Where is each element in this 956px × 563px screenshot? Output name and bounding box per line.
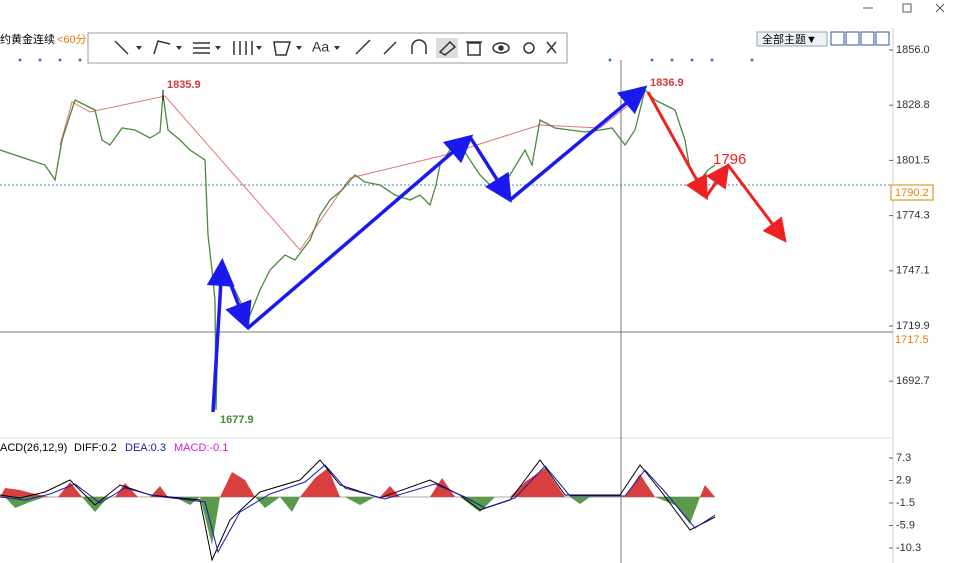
price-tick: 1719.9: [896, 320, 930, 332]
toolbar-icons[interactable]: [114, 38, 557, 58]
dropdown-arrows: [136, 46, 340, 50]
macd-tick: -5.9: [896, 519, 915, 531]
high-left: 1835.9: [167, 79, 201, 91]
macd-label: ACD(26,12,9): [0, 442, 67, 454]
price-path-up: [59, 91, 646, 251]
macd-dea: DEA:0.3: [125, 442, 166, 454]
current-price: 1790.2: [895, 187, 929, 199]
theme-button[interactable]: [756, 31, 828, 47]
window-controls[interactable]: [863, 3, 945, 13]
macd-value: MACD:-0.1: [174, 442, 228, 454]
high-right: 1836.9: [650, 77, 684, 89]
crosshair-price: 1717.5: [895, 334, 929, 346]
price-path: [0, 88, 716, 411]
macd-diff: DIFF:0.2: [74, 442, 117, 454]
price-tick: 1828.8: [896, 99, 930, 111]
macd-diff-line: [0, 459, 716, 562]
price-tick: 1801.5: [896, 154, 930, 166]
low: 1677.9: [220, 414, 254, 426]
blue-arrows: [206, 85, 648, 413]
price-tick: 1692.7: [896, 375, 930, 387]
macd-tick: 7.3: [896, 452, 911, 464]
red-arrows: [646, 91, 787, 243]
theme-label: 全部主题▼: [762, 32, 817, 46]
price-tick: 1747.1: [896, 265, 930, 277]
toolbar: [87, 32, 568, 64]
macd-tick: -1.5: [896, 497, 915, 509]
price-tick: 1856.0: [896, 44, 930, 56]
price-tick: 1774.3: [896, 210, 930, 222]
macd-ticks: 7.3 2.9 -1.5 -5.9 -10.3: [889, 452, 921, 554]
layout-buttons[interactable]: [830, 31, 890, 46]
dots: [18, 58, 754, 62]
price-ticks: 1856.0 1828.8 1801.5 1774.3 1747.1 1719.9 1692…: [889, 44, 930, 387]
macd-dea-line: [0, 464, 716, 554]
period: <60分: [57, 33, 87, 46]
target-label: 1796: [713, 151, 746, 168]
current-price-box: [890, 184, 934, 201]
symbol-title: 约黄金连续: [0, 32, 55, 46]
macd-tick: -10.3: [896, 542, 921, 554]
text-tool[interactable]: Aa: [312, 39, 329, 55]
macd-tick: 2.9: [896, 474, 911, 486]
